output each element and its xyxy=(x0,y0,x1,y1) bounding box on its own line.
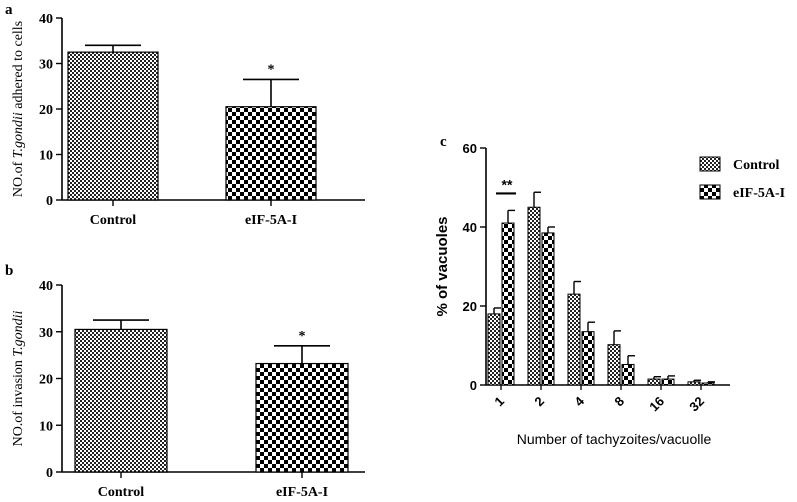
chart-invasion: 0 10 20 30 40 Control * eIF-5A-I NO.of invasion … xyxy=(11,279,365,500)
x-tick-label: eIF-5A-I xyxy=(276,485,328,500)
x-tick-label: 16 xyxy=(646,394,667,415)
y-tick-label: 0 xyxy=(46,194,53,209)
x-tick-label: 2 xyxy=(531,394,547,410)
bar-1-control xyxy=(487,313,501,386)
y-tick-label: 0 xyxy=(470,378,477,393)
bar-eif-5a-i xyxy=(255,362,349,473)
y-tick-label: 30 xyxy=(39,326,53,341)
x-tick-label: 1 xyxy=(491,394,507,410)
y-tick-label: 30 xyxy=(39,58,53,73)
x-tick-label: Control xyxy=(98,485,145,500)
legend-swatch xyxy=(699,156,721,172)
bar-control xyxy=(74,328,168,473)
x-tick-label: 8 xyxy=(611,394,627,410)
y-axis-label-prefix: NO.of xyxy=(11,158,26,197)
y-tick-label: 20 xyxy=(39,373,53,388)
x-tick-label: 32 xyxy=(686,394,707,415)
bar-8-eif-5a-i xyxy=(621,363,635,386)
bar-32-control xyxy=(687,381,701,386)
significance-marker: * xyxy=(268,62,275,77)
y-axis-label: NO.of invasion T.gondii xyxy=(11,310,26,446)
y-tick-label: 20 xyxy=(39,103,53,118)
panel-label-c: c xyxy=(440,134,447,150)
y-axis-label-species: T.gondii xyxy=(11,112,26,158)
significance-marker: ** xyxy=(502,176,513,192)
bar-2-eif-5a-i xyxy=(541,232,555,386)
significance-marker: * xyxy=(299,329,306,344)
y-axis-label: % of vacuoles xyxy=(434,216,451,316)
y-axis-label-suffix: adhered to cells xyxy=(11,21,26,112)
y-tick-label: 40 xyxy=(39,12,53,27)
chart-adhesion: 0 10 20 30 40 Control * eIF-5A-I NO.of T.gondii … xyxy=(11,12,365,228)
y-tick-label: 10 xyxy=(39,149,53,164)
legend-swatch xyxy=(699,184,721,200)
x-axis-label: Number of tachyzoites/vacuolle xyxy=(517,431,712,447)
bar-control xyxy=(67,51,159,201)
bar-16-control xyxy=(647,378,661,386)
bar-32-eif-5a-i xyxy=(701,382,715,386)
bar-16-eif-5a-i xyxy=(661,378,675,386)
x-tick-label: eIF-5A-I xyxy=(245,213,297,228)
bar-eif-5a-i xyxy=(225,106,317,201)
bar-2-control xyxy=(527,206,541,386)
y-tick-label: 0 xyxy=(46,466,53,481)
y-axis-label: NO.of T.gondii adhered to cells xyxy=(11,21,26,197)
x-tick-label: 4 xyxy=(571,393,587,409)
y-axis-label-species: T.gondii xyxy=(11,310,26,356)
bar-8-control xyxy=(607,344,621,386)
y-tick-label: 40 xyxy=(463,220,477,235)
y-tick-label: 10 xyxy=(39,419,53,434)
bar-1-eif-5a-i xyxy=(501,222,515,386)
bar-4-eif-5a-i xyxy=(581,331,595,386)
bar-4-control xyxy=(567,293,581,386)
legend-label: Control xyxy=(733,158,780,173)
y-tick-label: 60 xyxy=(463,141,477,156)
chart-vacuoles: 0 20 40 60 1 2 4 8 16 32 ** % of vacuoles Number of … xyxy=(434,141,785,447)
y-tick-label: 40 xyxy=(39,279,53,294)
y-tick-label: 20 xyxy=(463,299,477,314)
panel-label-b: b xyxy=(5,263,13,279)
x-tick-label: Control xyxy=(90,213,137,228)
panel-label-a: a xyxy=(5,2,13,18)
y-axis-label-prefix: NO.of invasion xyxy=(11,357,26,447)
legend-label: eIF-5A-I xyxy=(733,186,785,201)
